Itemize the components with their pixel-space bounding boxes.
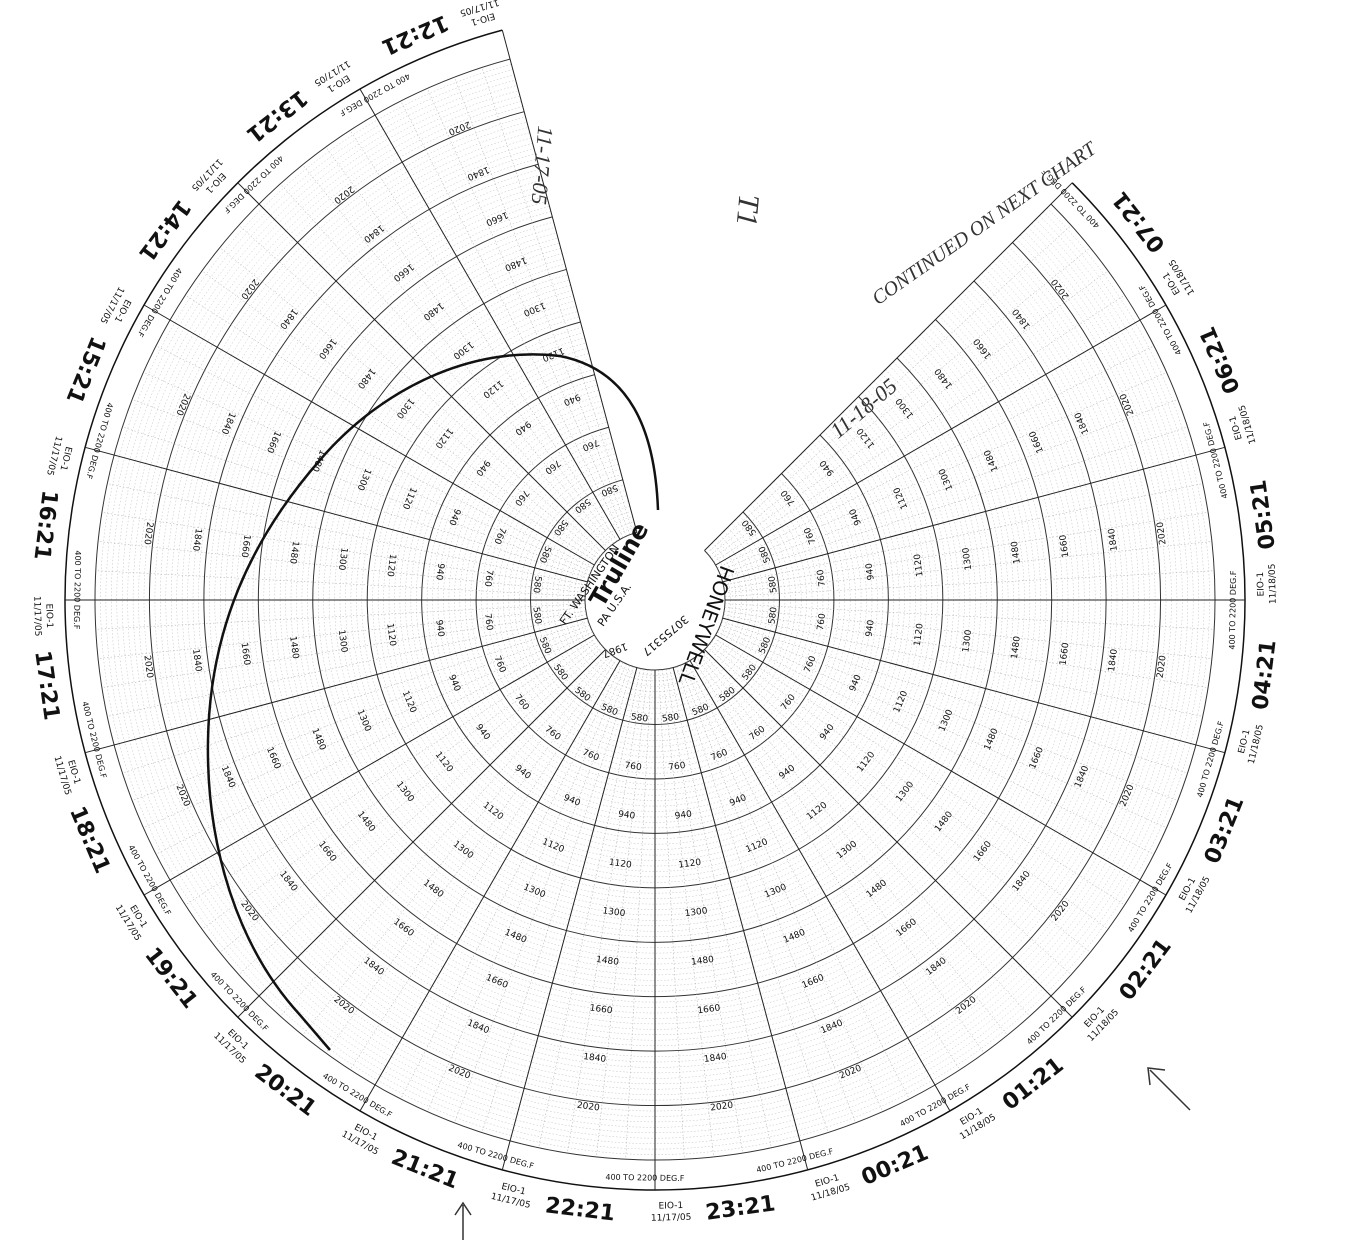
- channel-label: EIO-1: [43, 603, 54, 628]
- chart-paper: 12:21EIO-111/17/05400 TO 2200 DEG.F13:21…: [0, 0, 1351, 1244]
- mark: T1: [730, 193, 766, 227]
- range-label: 400 TO 2200 DEG.F: [1228, 570, 1238, 650]
- date-label: 11/17/05: [651, 1213, 692, 1224]
- channel-label: EIO-1: [1256, 572, 1267, 597]
- date-label: 11/17/05: [31, 596, 42, 637]
- range-label: 400 TO 2200 DEG.F: [605, 1173, 685, 1183]
- range-label: 400 TO 2200 DEG.F: [72, 550, 82, 630]
- channel-label: EIO-1: [658, 1201, 683, 1212]
- date-label: 11/18/05: [1268, 563, 1279, 604]
